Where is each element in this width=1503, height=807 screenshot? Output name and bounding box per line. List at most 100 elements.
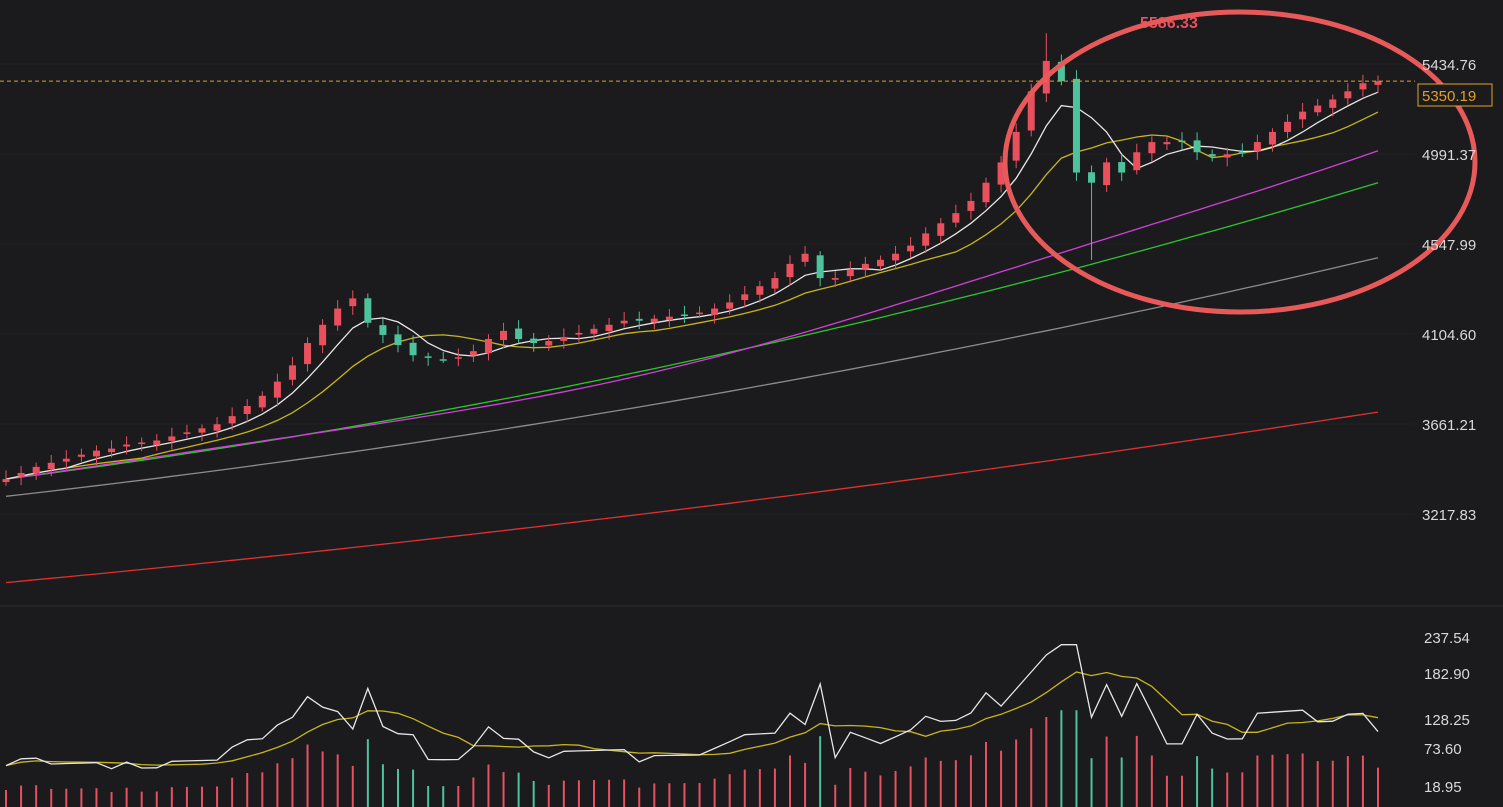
price-tick: 5434.76 — [1422, 57, 1476, 74]
candle-body — [1359, 83, 1367, 90]
candle-body — [1223, 154, 1231, 158]
ma-line-red — [5, 411, 1379, 584]
volume-bar — [321, 751, 324, 807]
volume-bar — [397, 768, 399, 807]
volume-bar — [909, 766, 912, 807]
volume-bar — [1015, 739, 1018, 807]
candle-body — [590, 328, 598, 334]
volume-bar — [879, 775, 882, 807]
volume-ma-yellow — [5, 671, 1379, 767]
candle-body — [1103, 162, 1111, 186]
volume-bar — [457, 785, 460, 807]
candle-body — [1284, 121, 1292, 132]
volume-bar — [487, 764, 490, 807]
candle-body — [1163, 142, 1171, 145]
candle-body — [756, 286, 764, 295]
volume-bar — [351, 765, 354, 807]
candle-body — [620, 320, 628, 324]
candle-body — [1329, 99, 1337, 108]
volume-bar — [713, 778, 716, 807]
price-tick: 3217.83 — [1422, 507, 1476, 524]
volume-ma-white — [5, 644, 1379, 770]
volume-bar — [864, 771, 867, 807]
volume-bar — [1256, 755, 1259, 807]
volume-bar — [924, 757, 927, 807]
candle-body — [831, 278, 839, 280]
candle-body — [1299, 111, 1307, 120]
volume-bar — [758, 769, 761, 807]
candle-body — [32, 466, 40, 474]
volume-bar — [1105, 736, 1108, 807]
candle-body — [379, 325, 387, 335]
volume-bar — [834, 784, 837, 807]
volume-bar — [1181, 775, 1183, 807]
ma-line-yellow — [5, 111, 1379, 480]
volume-bar — [1361, 755, 1364, 807]
candle-body — [861, 263, 869, 269]
volume-bar — [819, 736, 822, 807]
volume-bar — [969, 755, 972, 807]
volume-bar — [140, 791, 143, 807]
price-tick: 4104.60 — [1422, 327, 1476, 344]
candle-body — [319, 324, 327, 346]
volume-bar — [306, 744, 309, 807]
volume-bar — [185, 786, 188, 807]
candle-body — [2, 479, 10, 483]
candle-body — [243, 405, 251, 414]
volume-bar — [246, 773, 249, 807]
candle-body — [1253, 142, 1261, 152]
candle-body — [364, 298, 372, 323]
volume-bar — [577, 780, 580, 807]
candle-body — [605, 324, 613, 332]
candle-body — [168, 436, 176, 441]
volume-tick: 128.25 — [1424, 712, 1470, 729]
volume-bar — [291, 758, 294, 807]
candle-body — [967, 200, 975, 211]
candle-body — [1374, 81, 1382, 85]
volume-bar — [502, 772, 505, 807]
candle-body — [786, 263, 794, 278]
candle-body — [288, 365, 296, 380]
volume-bar — [1271, 754, 1274, 807]
volume-bar — [517, 772, 520, 807]
volume-panel — [5, 644, 1379, 807]
volume-bar — [939, 760, 942, 807]
volume-bar — [110, 792, 113, 807]
volume-bar — [532, 780, 535, 807]
candle-body — [258, 395, 266, 408]
volume-bar — [95, 788, 98, 807]
volume-bar — [985, 741, 987, 807]
price-gridlines — [0, 63, 1415, 515]
candle-body — [771, 278, 779, 289]
candle-body — [1088, 172, 1096, 183]
volume-tick: 237.54 — [1424, 630, 1470, 647]
volume-bar — [1331, 760, 1334, 807]
volume-bar — [65, 788, 68, 807]
candle-body — [1314, 105, 1322, 113]
volume-bar — [427, 785, 430, 807]
candle-body — [17, 472, 25, 477]
volume-bar — [743, 769, 746, 807]
candle-body — [560, 336, 568, 341]
volume-bar — [1000, 750, 1003, 807]
volume-bar — [804, 762, 807, 807]
candle-body — [1072, 78, 1080, 173]
price-tick: 3661.21 — [1422, 417, 1476, 434]
volume-bar — [638, 787, 641, 807]
candle-body — [982, 182, 990, 203]
candle-body — [1238, 152, 1246, 154]
candle-body — [454, 357, 462, 359]
candle-body — [334, 308, 342, 326]
price-tick: 4547.99 — [1422, 237, 1476, 254]
volume-bar — [547, 784, 550, 807]
candle-body — [138, 442, 146, 445]
volume-bar — [1226, 772, 1229, 807]
candle-body — [575, 332, 583, 335]
candle-body — [1268, 131, 1276, 145]
volume-bar — [728, 774, 731, 807]
candle-body — [696, 312, 704, 315]
highlight-ellipse — [1002, 9, 1478, 315]
candle-body — [273, 381, 281, 398]
volume-bar — [1211, 768, 1214, 807]
